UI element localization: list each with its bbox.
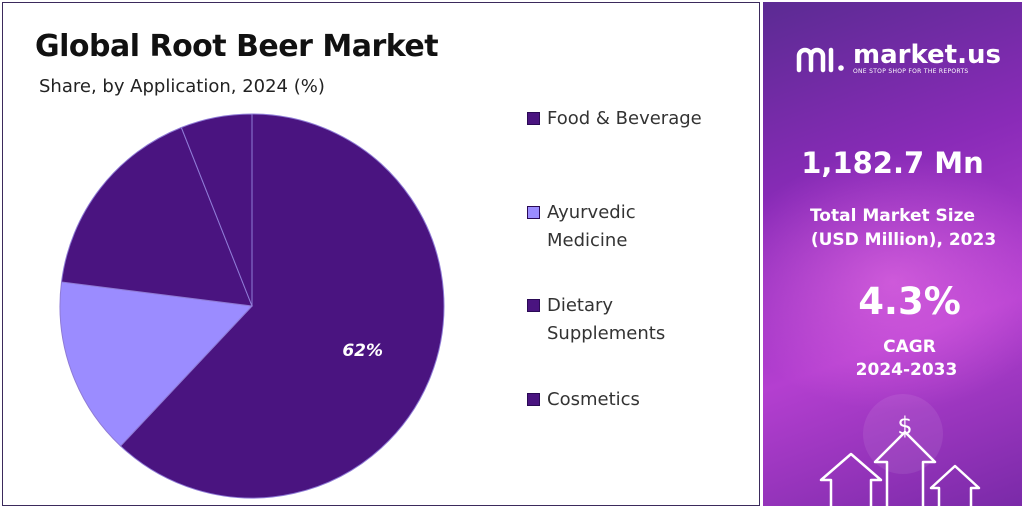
pie-data-label-food-beverage: 62%	[342, 341, 383, 361]
legend-item-dietary-supplements: Dietary Supplements	[527, 292, 717, 348]
market-size-label-1: Total Market Size	[809, 206, 976, 226]
market-size-label-2: (USD Million), 2023	[810, 230, 997, 250]
legend-label: Food & Beverage	[547, 108, 702, 129]
growth-arrow-icon: $	[819, 394, 981, 506]
chart-subtitle: Share, by Application, 2024 (%)	[39, 76, 325, 97]
legend-swatch	[527, 299, 540, 312]
legend-label: Cosmetics	[547, 389, 640, 410]
pie-chart: 62%	[59, 113, 445, 499]
legend-label: Ayurvedic Medicine	[547, 202, 636, 251]
brand-logo[interactable]: market.us ONE STOP SHOP FOR THE REPORTS	[795, 42, 1001, 75]
cagr-value: 4.3%	[858, 280, 961, 323]
pie-slice-ayurvedic-medicine	[59, 281, 254, 447]
chart-panel: Global Root Beer Market Share, by Applic…	[2, 2, 760, 506]
legend-swatch	[527, 206, 540, 219]
legend-item-food-beverage: Food & Beverage	[527, 105, 717, 133]
currency-symbol: $	[897, 412, 912, 440]
pie-slice-food-beverage	[119, 113, 445, 499]
brand-name: market.us	[853, 40, 1001, 70]
chart-title: Global Root Beer Market	[35, 29, 439, 64]
cagr-label-2: 2024-2033	[855, 360, 958, 380]
pie-slice-dietary-supplements	[60, 126, 253, 307]
market-size-value: 1,182.7 Mn	[801, 146, 984, 180]
pie-slice-cosmetics	[180, 113, 253, 307]
legend-item-cosmetics: Cosmetics	[527, 386, 717, 414]
legend-label: Dietary Supplements	[547, 295, 666, 344]
brand-tagline: ONE STOP SHOP FOR THE REPORTS	[853, 68, 969, 75]
market-us-logo-icon	[796, 47, 844, 72]
background-glow	[763, 152, 1022, 412]
legend-swatch	[527, 393, 540, 406]
legend-swatch	[527, 112, 540, 125]
cagr-label-1: CAGR	[883, 337, 936, 357]
legend-item-ayurvedic-medicine: Ayurvedic Medicine	[527, 199, 717, 255]
stats-sidebar: market.us ONE STOP SHOP FOR THE REPORTS …	[763, 2, 1022, 506]
